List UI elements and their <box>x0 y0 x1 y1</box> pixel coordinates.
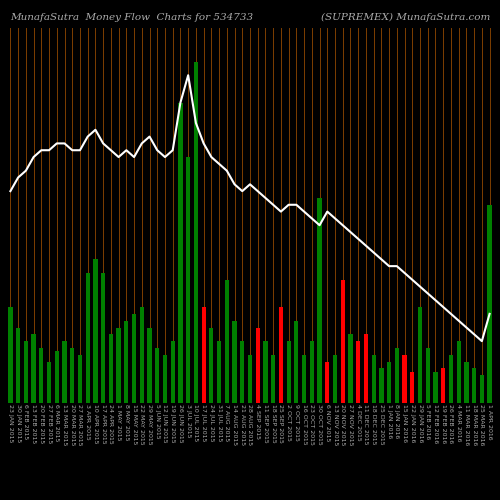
Bar <box>264 341 268 402</box>
Text: (SUPREMEX) MunafaSutra.com: (SUPREMEX) MunafaSutra.com <box>320 12 490 22</box>
Bar <box>434 372 438 402</box>
Bar <box>449 355 453 403</box>
Bar <box>340 280 345 402</box>
Bar <box>170 341 175 402</box>
Bar <box>372 355 376 403</box>
Bar <box>271 355 276 403</box>
Bar <box>124 320 128 402</box>
Bar <box>116 328 120 402</box>
Bar <box>47 362 51 403</box>
Bar <box>410 372 414 402</box>
Bar <box>101 273 105 402</box>
Bar <box>286 341 291 402</box>
Bar <box>302 355 306 403</box>
Bar <box>209 328 214 402</box>
Bar <box>294 320 298 402</box>
Text: MunafaSutra  Money Flow  Charts for 534733: MunafaSutra Money Flow Charts for 534733 <box>10 12 253 22</box>
Bar <box>402 355 406 403</box>
Bar <box>217 341 221 402</box>
Bar <box>8 307 12 402</box>
Bar <box>86 273 90 402</box>
Bar <box>232 320 236 402</box>
Bar <box>240 341 244 402</box>
Bar <box>488 205 492 402</box>
Bar <box>310 341 314 402</box>
Bar <box>426 348 430 403</box>
Bar <box>364 334 368 402</box>
Bar <box>186 157 190 402</box>
Bar <box>456 341 461 402</box>
Bar <box>148 328 152 402</box>
Bar <box>380 368 384 402</box>
Bar <box>387 362 391 403</box>
Bar <box>224 280 229 402</box>
Bar <box>39 348 44 403</box>
Bar <box>356 341 360 402</box>
Bar <box>155 348 160 403</box>
Bar <box>464 362 468 403</box>
Bar <box>472 368 476 402</box>
Bar <box>248 355 252 403</box>
Bar <box>256 328 260 402</box>
Bar <box>325 362 330 403</box>
Bar <box>94 260 98 402</box>
Bar <box>24 341 28 402</box>
Bar <box>194 62 198 402</box>
Bar <box>318 198 322 402</box>
Bar <box>333 355 337 403</box>
Bar <box>140 307 144 402</box>
Bar <box>279 307 283 402</box>
Bar <box>178 102 182 403</box>
Bar <box>109 334 113 402</box>
Bar <box>480 375 484 402</box>
Bar <box>132 314 136 402</box>
Bar <box>394 348 399 403</box>
Bar <box>16 328 20 402</box>
Bar <box>32 334 36 402</box>
Bar <box>62 341 66 402</box>
Bar <box>70 348 74 403</box>
Bar <box>348 334 352 402</box>
Bar <box>54 352 59 403</box>
Bar <box>78 355 82 403</box>
Bar <box>441 368 446 402</box>
Bar <box>418 307 422 402</box>
Bar <box>202 307 206 402</box>
Bar <box>163 355 167 403</box>
